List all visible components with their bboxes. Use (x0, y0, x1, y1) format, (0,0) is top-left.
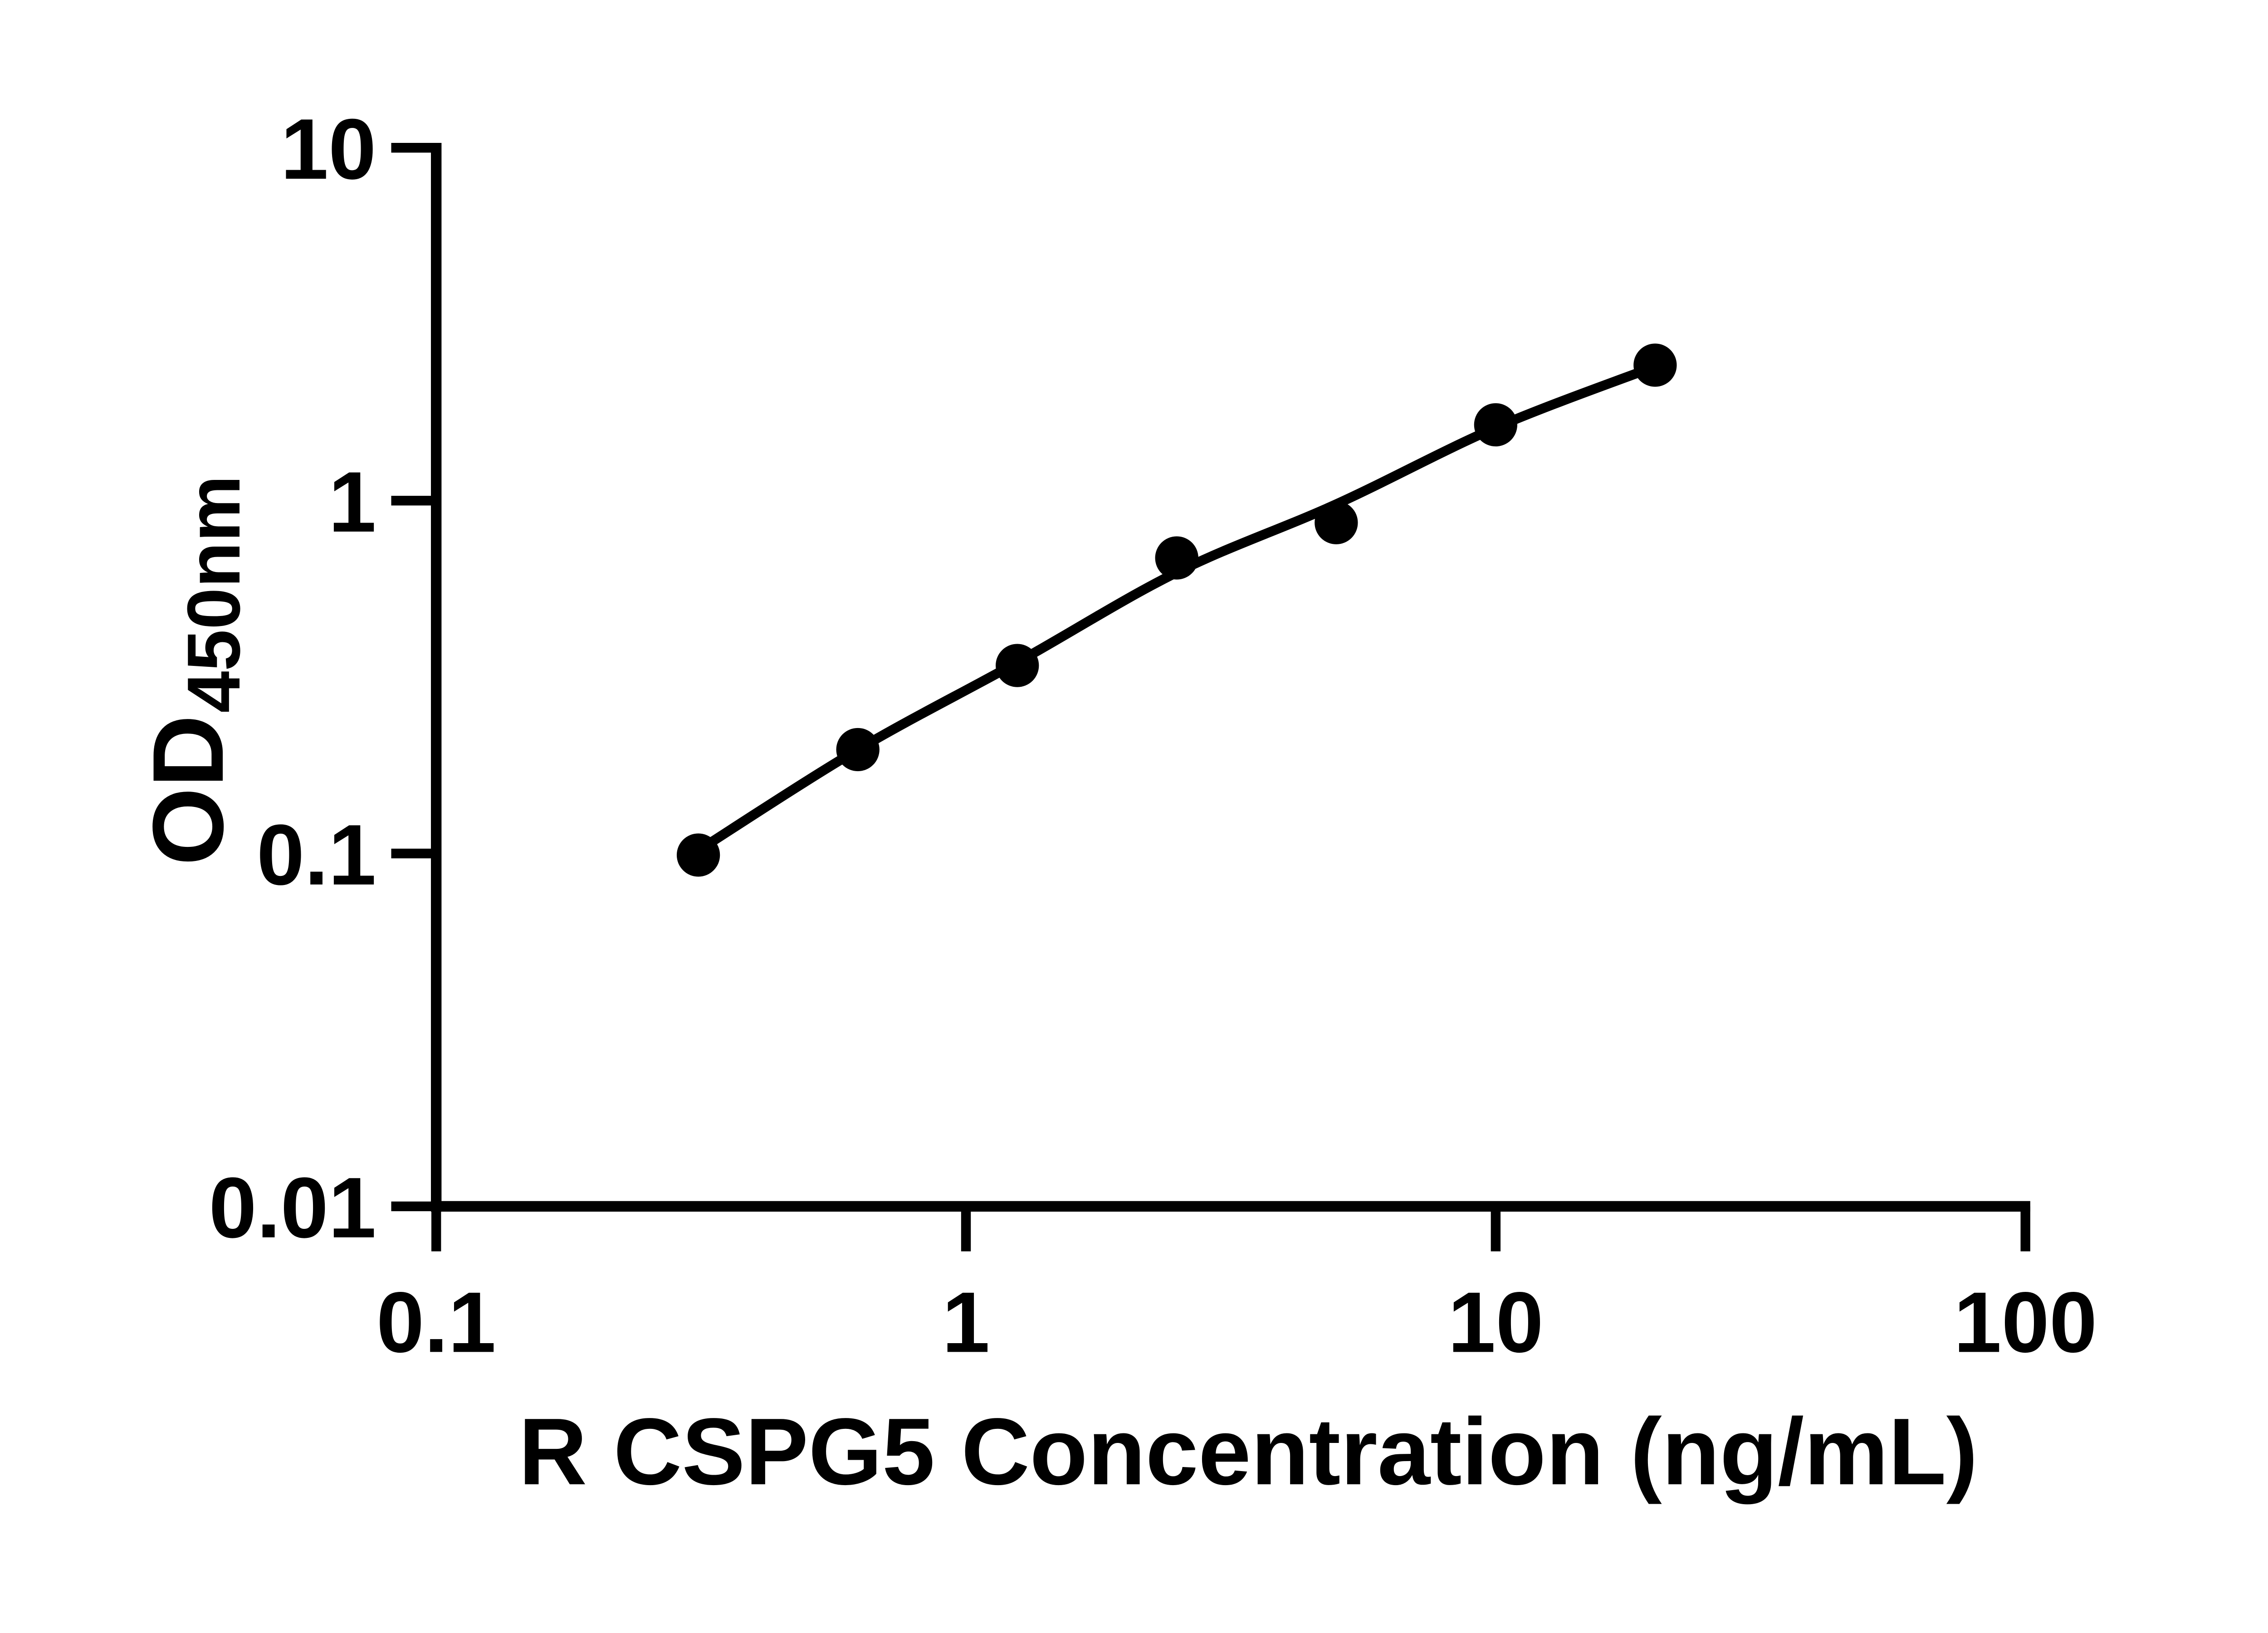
y-tick-label: 0.1 (257, 807, 376, 903)
y-tick-label: 0.01 (209, 1160, 376, 1256)
x-tick-label: 0.1 (376, 1274, 496, 1370)
data-point (996, 644, 1039, 687)
x-axis-title: R CSPG5 Concentration (ng/mL) (518, 1399, 1978, 1505)
y-axis-title-subscript: 450nm (172, 475, 256, 713)
data-point (1474, 403, 1518, 447)
data-point (1315, 501, 1358, 544)
elisa-standard-curve-figure: 10 1 0.1 0.01 0.1 1 10 100 R CSPG5 Concentratio… (132, 101, 2097, 1505)
data-point (836, 728, 880, 772)
data-point (676, 833, 720, 877)
y-tick-label: 10 (281, 101, 376, 197)
axes-layer (391, 143, 2030, 1252)
x-tick-label: 10 (1448, 1274, 1544, 1370)
x-tick-label: 100 (1954, 1274, 2097, 1370)
y-axis-title-main: OD (132, 715, 244, 866)
x-tick-label: 1 (942, 1274, 990, 1370)
y-tick-label: 1 (328, 454, 376, 550)
data-point (1633, 343, 1677, 387)
series-layer (676, 343, 1677, 877)
y-axis-title: OD 450nm (132, 475, 256, 866)
data-point (1155, 536, 1198, 580)
